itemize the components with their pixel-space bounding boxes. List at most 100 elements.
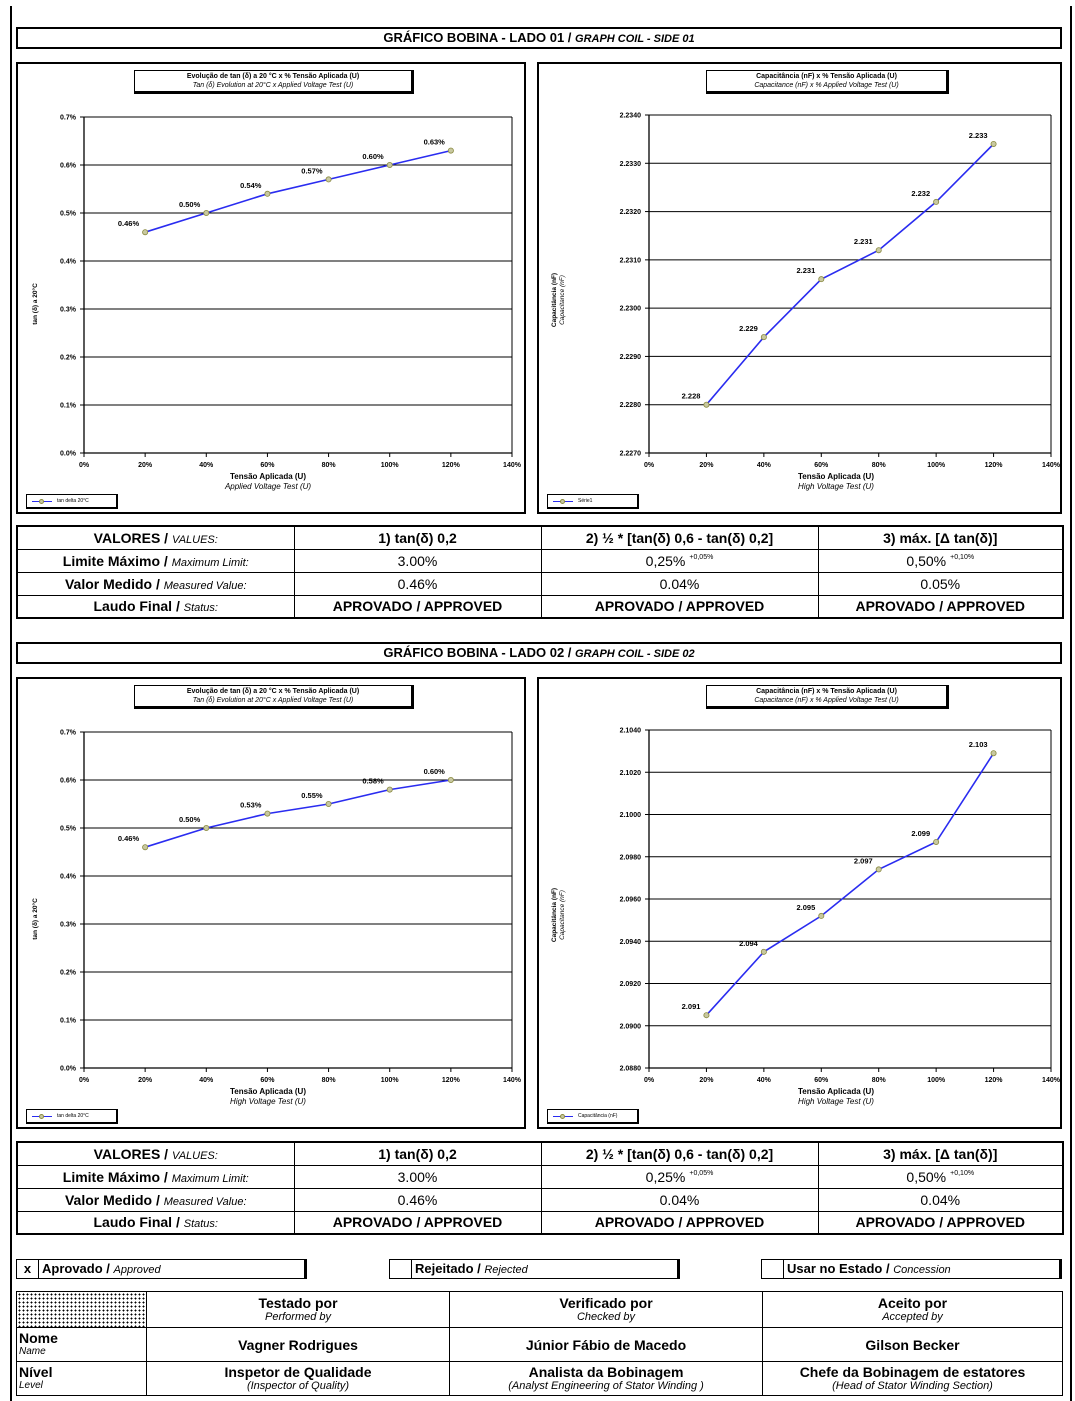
chart-title-line2: Capacitance (nF) x % Applied Voltage Tes… (754, 697, 899, 704)
dotted-corner (16, 1291, 147, 1328)
concession-checkbox[interactable] (762, 1260, 784, 1278)
side1-cap-chart-svg: Tensão Aplicada (U) High Voltage Test (U… (551, 113, 1061, 492)
y-tick-label: 2.0920 (620, 981, 642, 988)
level-label-cell: Nível Level (16, 1361, 147, 1396)
x-tick-label: 80% (872, 1077, 887, 1084)
series-line (144, 779, 452, 848)
data-label: 0.50% (179, 815, 201, 824)
header-criterion-3: 3) máx. [Δ tan(δ)] (817, 1141, 1064, 1166)
data-label: 2.228 (682, 392, 701, 401)
legend-label: Capacitância (nF) (578, 1113, 618, 1119)
data-label: 2.099 (911, 829, 930, 838)
rejected-label: Rejeitado / (415, 1261, 485, 1276)
rejected-checkbox[interactable] (390, 1260, 412, 1278)
data-label: 0.46% (118, 834, 140, 843)
measured-label: Valor Medido / (64, 575, 164, 592)
approved-option[interactable]: x Aprovado / Approved (16, 1259, 307, 1279)
table-row: Nível Level Inspetor de Qualidade (Inspect… (16, 1361, 1063, 1396)
y-tick-label: 2.2320 (620, 209, 642, 216)
y-axis-title: Capacitância (nF) (551, 273, 558, 327)
limit-label: Limite Máximo / (62, 1168, 172, 1185)
x-tick-label: 40% (757, 462, 772, 469)
y-tick-label: 0.7% (60, 115, 77, 122)
side2-header: GRÁFICO BOBINA - LADO 02 / GRAPH COIL - … (16, 642, 1062, 664)
data-label: 0.50% (179, 200, 201, 209)
side2-cap-chart-title: Capacitância (nF) x % Tensão Aplicada (U… (706, 685, 949, 709)
status-label: Laudo Final / (93, 1214, 184, 1231)
header-criterion-1: 1) tan(δ) 0,2 (293, 1141, 542, 1166)
rejected-option[interactable]: Rejeitado / Rejected (389, 1259, 680, 1279)
checker-level-cell: Analista da Bobinagem (Analyst Engineerin… (449, 1361, 763, 1396)
status-value-2: APROVADO / APPROVED (540, 1210, 819, 1235)
side2-cap-chart: Tensão Aplicada (U) High Voltage Test (U… (537, 677, 1062, 1129)
name-label-cell: Nome Name (16, 1327, 147, 1362)
data-label: 0.63% (424, 138, 446, 147)
limit-value-2-cell: 0,25% +0,05% (540, 1164, 819, 1189)
y-axis-title: Capacitância (nF) (551, 888, 558, 942)
limit-label-en: Maximum Limit: (171, 556, 249, 569)
side2-tan-chart-title: Evolução de tan (δ) a 20 °C x % Tensão A… (134, 685, 414, 709)
tested-by-label-en: Performed by (264, 1311, 332, 1323)
limit-value-3-cell: 0,50% +0,10% (817, 548, 1064, 573)
y-tick-label: 0.6% (60, 778, 77, 785)
header-criterion-3: 3) máx. [Δ tan(δ)] (817, 525, 1064, 550)
tested-by-cell: Testado por Performed by (146, 1291, 450, 1328)
values-label-cell: VALORES / VALUES: (16, 1141, 295, 1166)
x-tick-label: 60% (814, 462, 829, 469)
data-point (325, 176, 332, 183)
x-tick-label: 20% (138, 1077, 153, 1084)
approved-checkbox[interactable]: x (17, 1260, 39, 1278)
data-label: 0.54% (240, 181, 262, 190)
name-label: Nome (19, 1330, 58, 1346)
status-value-1: APROVADO / APPROVED (293, 1210, 542, 1235)
x-tick-label: 0% (79, 1077, 90, 1084)
header-criterion-2: 2) ½ * [tan(δ) 0,6 - tan(δ) 0,2] (540, 1141, 819, 1166)
data-point (933, 198, 940, 205)
y-tick-label: 2.1000 (620, 812, 642, 819)
tested-by-label: Testado por (258, 1295, 338, 1311)
legend-label: Série1 (578, 498, 593, 504)
y-tick-label: 0.6% (60, 163, 77, 170)
x-tick-label: 100% (927, 462, 946, 469)
checker-level: Analista da Bobinagem (528, 1364, 684, 1380)
x-tick-label: 20% (138, 462, 153, 469)
limit-tolerance-3: +0,10% (950, 1169, 975, 1177)
level-label-en: Level (19, 1380, 43, 1391)
data-point (203, 209, 210, 216)
data-label: 2.231 (854, 237, 873, 246)
name-label-en: Name (19, 1346, 46, 1357)
chart-title-line1: Capacitância (nF) x % Tensão Aplicada (U… (756, 73, 897, 80)
data-point (703, 1012, 710, 1019)
table-row: Nome Name Vagner Rodrigues Júnior Fábio d… (16, 1327, 1063, 1362)
approved-label: Aprovado / (42, 1261, 114, 1276)
x-axis-subtitle: Applied Voltage Test (U) (224, 482, 311, 491)
side1-header-title-en: GRAPH COIL - SIDE 01 (575, 33, 695, 45)
acceptor-level: Chefe da Bobinagem de estatores (799, 1364, 1026, 1380)
y-tick-label: 2.2270 (620, 451, 642, 458)
x-tick-label: 80% (322, 462, 337, 469)
checker-name: Júnior Fábio de Macedo (449, 1327, 763, 1362)
chart-title-line2: Capacitance (nF) x % Applied Voltage Tes… (754, 82, 899, 89)
series-line (144, 149, 452, 233)
data-point (990, 140, 997, 147)
measured-label-cell: Valor Medido / Measured Value: (16, 1187, 295, 1212)
x-tick-label: 0% (644, 462, 655, 469)
y-tick-label: 0.5% (60, 211, 77, 218)
data-label: 0.58% (362, 777, 384, 786)
y-tick-label: 2.2330 (620, 161, 642, 168)
x-tick-label: 60% (260, 1077, 275, 1084)
table-row: Laudo Final / Status: APROVADO / APPROVE… (16, 1210, 1064, 1235)
data-label: 2.094 (739, 939, 759, 948)
side1-values-table: VALORES / VALUES: 1) tan(δ) 0,2 2) ½ * [… (16, 525, 1064, 619)
limit-label-cell: Limite Máximo / Maximum Limit: (16, 1164, 295, 1189)
side2-header-title: GRÁFICO BOBINA - LADO 02 / (383, 645, 576, 660)
concession-option[interactable]: Usar no Estado / Concession (761, 1259, 1062, 1279)
values-label-en: VALUES: (171, 533, 218, 546)
values-label: VALORES / (93, 1145, 172, 1162)
x-tick-label: 100% (381, 1077, 400, 1084)
data-point (264, 190, 271, 197)
y-axis-title: tan (δ) a 20°C (31, 898, 39, 940)
y-tick-label: 0.2% (60, 355, 77, 362)
checker-level-en: (Analyst Engineering of Stator Winding ) (508, 1380, 704, 1392)
y-tick-label: 2.0940 (620, 939, 642, 946)
